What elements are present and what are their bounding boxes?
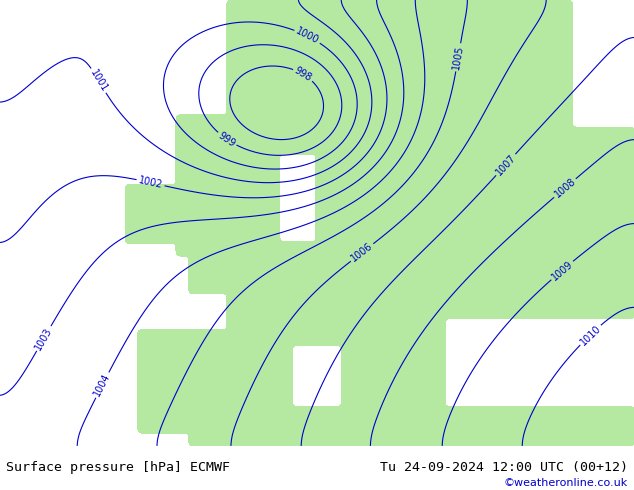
- Text: 998: 998: [293, 65, 314, 83]
- Text: 1009: 1009: [550, 259, 574, 282]
- Text: 1002: 1002: [138, 175, 164, 190]
- Text: Surface pressure [hPa] ECMWF: Surface pressure [hPa] ECMWF: [6, 462, 230, 474]
- Text: 1000: 1000: [294, 26, 321, 46]
- Text: 1006: 1006: [349, 241, 375, 264]
- Text: 999: 999: [216, 130, 237, 148]
- Text: Tu 24-09-2024 12:00 UTC (00+12): Tu 24-09-2024 12:00 UTC (00+12): [380, 462, 628, 474]
- Text: 1010: 1010: [578, 323, 603, 347]
- Text: 1005: 1005: [451, 44, 465, 70]
- Text: 1003: 1003: [34, 325, 55, 351]
- Text: 1007: 1007: [494, 152, 518, 177]
- Text: 1008: 1008: [552, 176, 578, 200]
- Text: ©weatheronline.co.uk: ©weatheronline.co.uk: [503, 478, 628, 488]
- Text: 1004: 1004: [93, 372, 112, 398]
- Text: 1001: 1001: [88, 68, 109, 94]
